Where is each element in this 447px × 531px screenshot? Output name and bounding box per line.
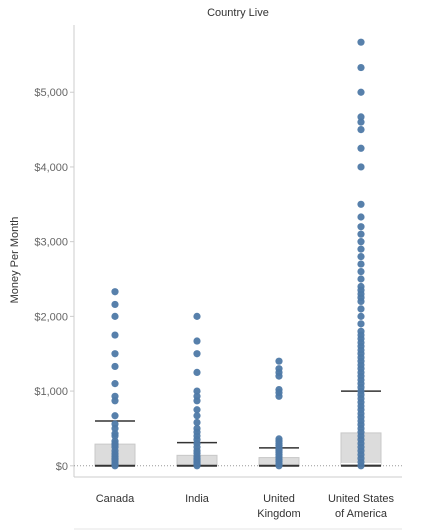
data-point bbox=[111, 462, 119, 470]
x-category-label: Canada bbox=[96, 493, 135, 505]
y-axis-title-group: Money Per Month bbox=[9, 217, 21, 304]
data-point bbox=[357, 320, 365, 328]
data-point bbox=[357, 38, 365, 46]
y-tick-label: $0 bbox=[56, 461, 68, 473]
data-point bbox=[357, 63, 365, 72]
data-point bbox=[193, 350, 201, 358]
column-header-label: Country Live bbox=[207, 7, 269, 19]
data-point bbox=[193, 412, 201, 420]
data-point bbox=[357, 113, 365, 121]
data-point bbox=[357, 125, 365, 134]
data-point bbox=[111, 331, 119, 339]
x-category-label: India bbox=[185, 493, 210, 505]
x-category-label: United States bbox=[328, 493, 395, 505]
data-point bbox=[357, 305, 365, 313]
data-point bbox=[357, 144, 365, 152]
data-point bbox=[275, 357, 283, 365]
data-point bbox=[357, 238, 365, 246]
data-point bbox=[275, 392, 283, 400]
y-tick-label: $1,000 bbox=[34, 386, 68, 398]
data-point bbox=[357, 223, 365, 231]
data-point bbox=[193, 387, 201, 395]
data-point bbox=[193, 312, 201, 320]
data-point bbox=[357, 118, 365, 126]
data-point bbox=[193, 368, 201, 377]
x-category-label: United bbox=[263, 493, 295, 505]
x-category-label: of America bbox=[335, 508, 388, 520]
y-tick-label: $2,000 bbox=[34, 311, 68, 323]
data-point bbox=[357, 253, 365, 261]
data-point bbox=[357, 312, 365, 320]
y-axis-title: Money Per Month bbox=[9, 217, 21, 304]
data-point bbox=[357, 200, 365, 208]
data-point bbox=[357, 230, 365, 238]
box-elements bbox=[94, 390, 382, 467]
data-point bbox=[111, 362, 119, 371]
data-point bbox=[193, 397, 201, 405]
y-tick-label: $4,000 bbox=[34, 162, 68, 174]
x-category-label: Kingdom bbox=[257, 508, 300, 520]
data-point bbox=[193, 462, 201, 470]
data-point bbox=[357, 260, 365, 268]
data-point bbox=[111, 380, 119, 388]
data-point bbox=[357, 163, 365, 171]
data-point bbox=[193, 406, 201, 414]
point-elements bbox=[111, 38, 365, 470]
data-point bbox=[111, 288, 119, 296]
data-point bbox=[111, 432, 119, 440]
data-point bbox=[357, 462, 365, 470]
data-point bbox=[357, 88, 365, 96]
y-axis-ticks: $0 $1,000 $2,000 $3,000 $4,000 $5,000 bbox=[34, 87, 74, 473]
data-point bbox=[357, 245, 365, 253]
data-point bbox=[111, 397, 119, 405]
data-point bbox=[275, 372, 283, 380]
data-point bbox=[357, 297, 365, 306]
data-point bbox=[111, 424, 119, 433]
data-point bbox=[111, 412, 119, 420]
y-tick-label: $3,000 bbox=[34, 237, 68, 249]
data-point bbox=[357, 275, 365, 283]
data-point bbox=[357, 213, 365, 221]
data-point bbox=[111, 312, 119, 320]
data-point bbox=[357, 267, 365, 276]
data-point bbox=[193, 337, 201, 345]
data-point bbox=[111, 350, 119, 358]
y-tick-label: $5,000 bbox=[34, 87, 68, 99]
data-point bbox=[111, 300, 119, 309]
data-point bbox=[193, 418, 201, 427]
data-point bbox=[275, 462, 283, 470]
x-axis-category-labels: Canada India United Kingdom United States of … bbox=[96, 493, 395, 520]
